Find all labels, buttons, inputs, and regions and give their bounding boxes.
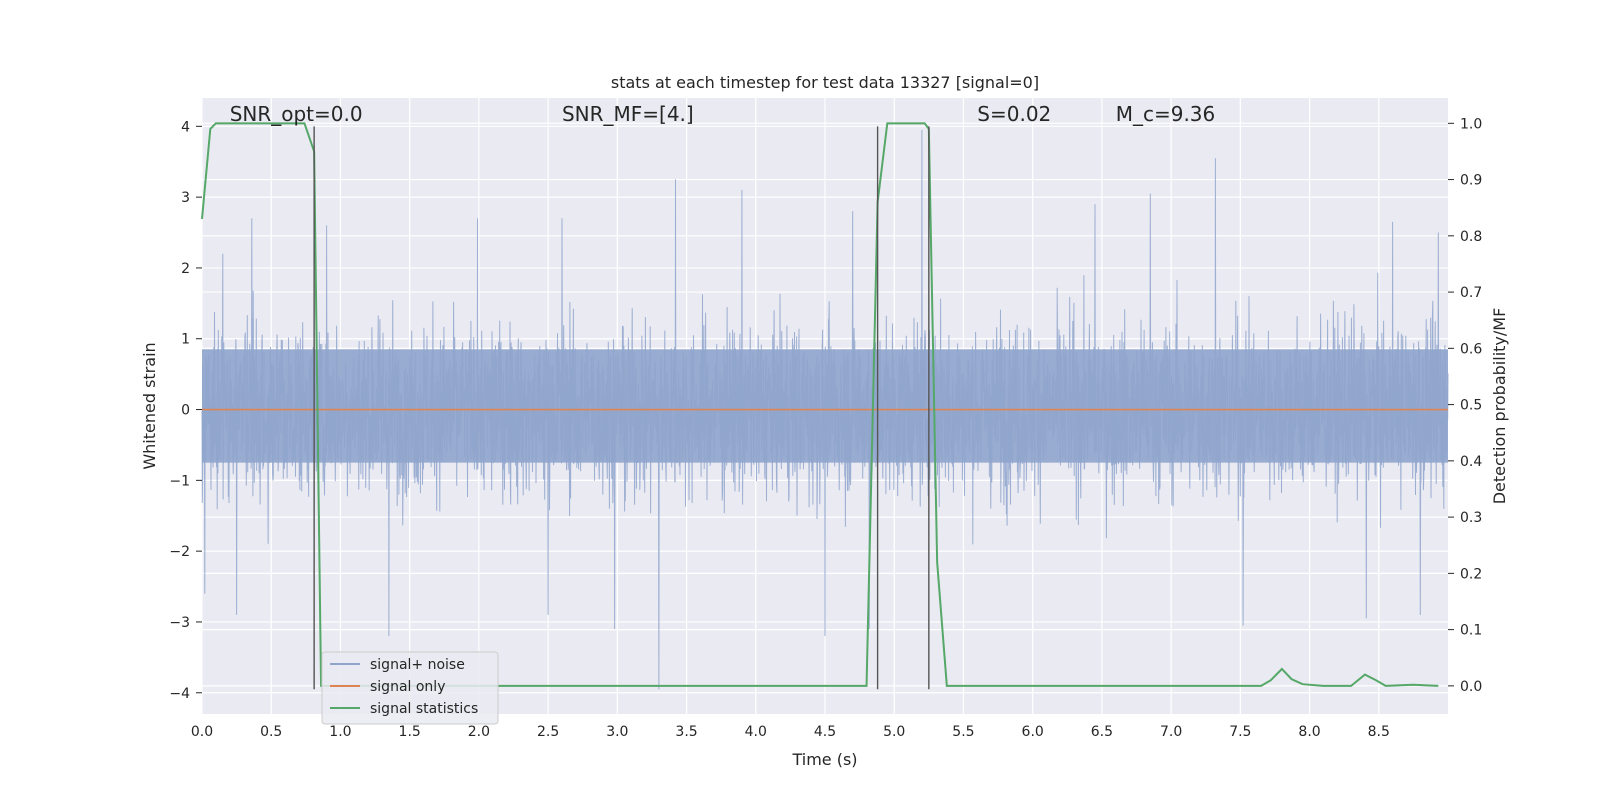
x-tick-label: 3.0 — [606, 724, 628, 740]
y-tick-label: 1 — [181, 332, 190, 348]
legend-label-stats: signal statistics — [370, 701, 478, 717]
x-tick-label: 8.0 — [1298, 724, 1320, 740]
y-axis-label: Whitened strain — [140, 342, 159, 469]
y-right-tick-label: 0.1 — [1460, 623, 1482, 639]
x-tick-label: 1.5 — [399, 724, 421, 740]
y-axis-right-label: Detection probability/MF — [1490, 308, 1509, 505]
x-tick-label: 8.5 — [1368, 724, 1390, 740]
x-tick-label: 2.0 — [468, 724, 490, 740]
x-tick-label: 2.5 — [537, 724, 559, 740]
legend-label-noise: signal+ noise — [370, 657, 465, 673]
x-axis-label: Time (s) — [791, 750, 857, 769]
y-tick-label: −2 — [169, 544, 190, 560]
y-tick-label: −3 — [169, 615, 190, 631]
x-tick-label: 4.5 — [814, 724, 836, 740]
legend: signal+ noise signal only signal statist… — [321, 651, 499, 725]
x-tick-label: 3.5 — [675, 724, 697, 740]
y-tick-label: −1 — [169, 473, 190, 489]
x-tick-label: 5.0 — [883, 724, 905, 740]
annotation-text: SNR_opt=0.0 — [230, 102, 363, 126]
axis-ticks: 0.0 0.5 1.0 1.5 2.0 2.5 3.0 3.5 4.0 4.5 5.0 5.5 6.0 6… — [169, 116, 1482, 740]
x-tick-label: 0.5 — [260, 724, 282, 740]
y-right-tick-label: 1.0 — [1460, 116, 1482, 132]
y-tick-label: 4 — [181, 119, 190, 135]
y-right-tick-label: 0.9 — [1460, 173, 1482, 189]
x-tick-label: 5.5 — [952, 724, 974, 740]
annotation-text: S=0.02 — [977, 102, 1051, 126]
x-tick-label: 7.5 — [1229, 724, 1251, 740]
series-signal-plus-noise — [201, 129, 1449, 690]
y-right-tick-label: 0.4 — [1460, 454, 1482, 470]
y-tick-label: 0 — [181, 403, 190, 419]
y-tick-label: −4 — [169, 686, 190, 702]
annotation-text: SNR_MF=[4.] — [562, 102, 694, 126]
y-right-tick-label: 0.5 — [1460, 398, 1482, 414]
annotations: SNR_opt=0.0 SNR_MF=[4.] S=0.02 M_c=9.36 — [230, 102, 1216, 126]
y-right-tick-label: 0.3 — [1460, 510, 1482, 526]
y-right-tick-label: 0.0 — [1460, 679, 1482, 695]
signal-statistics-line — [201, 122, 1439, 687]
legend-box — [321, 651, 499, 725]
annotation-text: M_c=9.36 — [1116, 102, 1216, 126]
x-tick-label: 6.0 — [1022, 724, 1044, 740]
y-tick-label: 3 — [181, 190, 190, 206]
x-tick-label: 6.5 — [1091, 724, 1113, 740]
x-tick-label: 1.0 — [329, 724, 351, 740]
y-right-tick-label: 0.8 — [1460, 229, 1482, 245]
x-tick-label: 7.0 — [1160, 724, 1182, 740]
noise-trace — [201, 129, 1449, 690]
chart-title: stats at each timestep for test data 133… — [611, 73, 1039, 92]
series-lines — [201, 122, 1448, 687]
legend-label-signal: signal only — [370, 679, 445, 695]
y-right-tick-label: 0.2 — [1460, 566, 1482, 582]
y-right-tick-label: 0.7 — [1460, 285, 1482, 301]
x-tick-label: 0.0 — [191, 724, 213, 740]
y-right-tick-label: 0.6 — [1460, 341, 1482, 357]
vertical-markers — [313, 126, 930, 690]
x-tick-label: 4.0 — [745, 724, 767, 740]
y-tick-label: 2 — [181, 261, 190, 277]
